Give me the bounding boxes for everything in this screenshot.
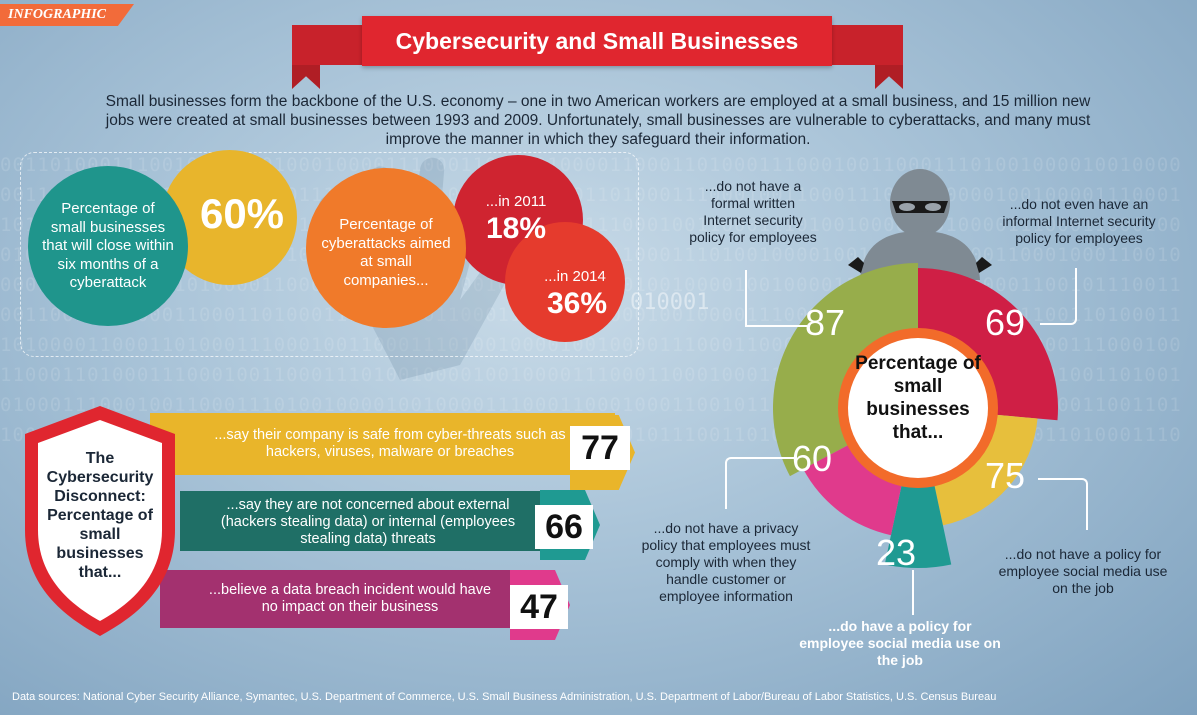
donut-chart — [773, 263, 1058, 568]
segment-87-value: 87 — [805, 302, 846, 343]
shield-label: The Cybersecurity Disconnect: Percentage… — [46, 450, 154, 581]
leader-87 — [745, 270, 807, 327]
disconnect-value-1: 77 — [570, 426, 630, 470]
disconnect-bar-1: ...say their company is safe from cyber-… — [150, 413, 615, 475]
segment-23-value: 23 — [876, 532, 917, 573]
disconnect-value-3: 47 — [510, 585, 568, 629]
segment-69-label: ...do not even have an informal Internet… — [1002, 196, 1156, 246]
disconnect-bar-2-text: ...say they are not concerned about exte… — [220, 497, 516, 547]
stats-frame — [20, 152, 639, 357]
donut-segment-69 — [918, 268, 1058, 421]
leader-60 — [725, 457, 795, 509]
page-title: Cybersecurity and Small Businesses — [362, 16, 832, 66]
stat2-2014-label: ...in 2014 — [544, 268, 606, 285]
donut-segment-87 — [773, 263, 918, 477]
stat2-label: Percentage of cyberattacks aimed at smal… — [321, 216, 451, 289]
disconnect-bar-1-text: ...say their company is safe from cyber-… — [214, 427, 566, 460]
segment-23-label: ...do have a policy for employee social … — [799, 618, 1001, 668]
segment-60-value: 60 — [792, 438, 833, 479]
donut-center-disc — [848, 338, 988, 478]
donut-segment-23 — [884, 474, 952, 568]
segment-75-value: 75 — [985, 455, 1026, 496]
stat2-2011-value: 18% — [485, 212, 547, 245]
segment-87-label: ...do not have a formal written Internet… — [689, 178, 817, 245]
data-sources: Data sources: National Cyber Security Al… — [12, 691, 997, 703]
stat2-2011-label: ...in 2011 — [485, 193, 547, 210]
disconnect-bar-3-text: ...believe a data breach incident would … — [208, 582, 492, 615]
stat1-label: Percentage of small businesses that will… — [42, 200, 174, 291]
disconnect-bar-2: ...say they are not concerned about exte… — [180, 491, 580, 551]
leader-23 — [912, 570, 914, 615]
shield-icon — [25, 406, 175, 636]
stat1-value: 60% — [199, 190, 285, 237]
disconnect-bar-3: ...believe a data breach incident would … — [160, 570, 545, 628]
stat2-circle — [306, 168, 466, 328]
segment-69-value: 69 — [985, 302, 1026, 343]
leader-75 — [1038, 478, 1088, 530]
segment-75-label: ...do not have a policy for employee soc… — [998, 546, 1168, 596]
stat1-circle — [28, 166, 188, 326]
binary-fragment: 010001 — [630, 290, 710, 315]
disconnect-value-2: 66 — [535, 505, 593, 549]
leader-69 — [1040, 268, 1077, 325]
stat2-2014-value: 36% — [546, 287, 608, 320]
infographic-badge: INFOGRAPHIC — [0, 4, 134, 26]
intro-paragraph: Small businesses form the backbone of th… — [105, 93, 1091, 148]
donut-center-label: Percentage of small businesses that... — [855, 353, 981, 443]
donut-segment-75 — [932, 413, 1038, 526]
stat2-2014-bubble — [505, 222, 625, 342]
segment-60-label: ...do not have a privacy policy that emp… — [641, 520, 811, 604]
